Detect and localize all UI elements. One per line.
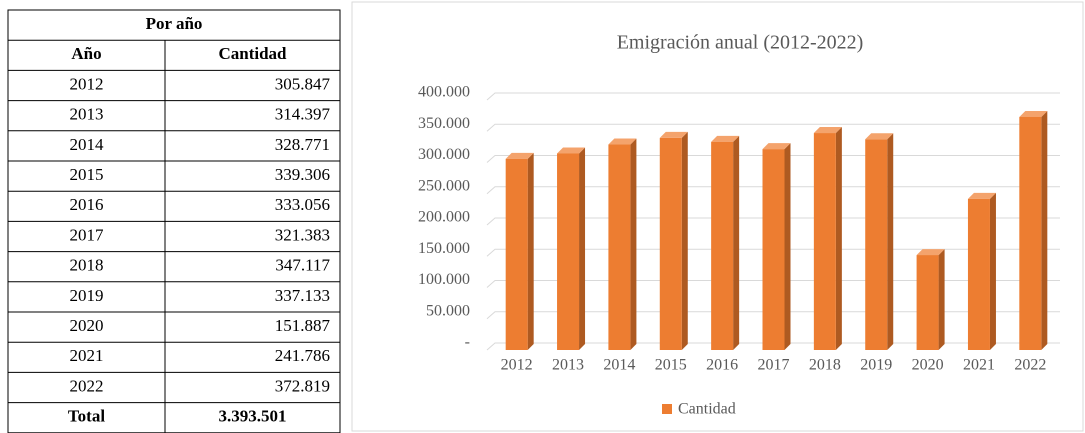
- y-tick-label: 200.000: [418, 209, 470, 226]
- bar-side: [681, 131, 688, 350]
- bar-side: [1041, 110, 1048, 350]
- x-tick-label: 2016: [706, 357, 738, 374]
- grid-line: [486, 123, 1060, 132]
- bar-top: [711, 135, 740, 142]
- bar: [813, 133, 836, 350]
- bar-side: [835, 127, 842, 350]
- cell: 2015: [70, 165, 104, 184]
- bar-top: [967, 192, 996, 199]
- cell: 2017: [70, 225, 105, 244]
- cell: 2016: [70, 195, 104, 214]
- cell: 151.887: [275, 316, 331, 335]
- cell: 241.786: [275, 346, 330, 365]
- bar: [659, 137, 682, 350]
- x-tick-label: 2021: [963, 357, 995, 374]
- cell: 314.397: [275, 105, 331, 124]
- cell: 337.133: [275, 286, 330, 305]
- y-tick-label: 250.000: [418, 177, 470, 194]
- bar-side: [579, 147, 586, 350]
- cell: 321.383: [275, 225, 330, 244]
- bar-top: [762, 143, 791, 150]
- x-tick-label: 2020: [912, 357, 944, 374]
- x-tick-label: 2014: [603, 357, 635, 374]
- bar: [1019, 116, 1042, 350]
- cell: Cantidad: [218, 44, 287, 63]
- y-tick-label: 400.000: [418, 84, 470, 101]
- cell: 347.117: [275, 256, 330, 275]
- x-tick-label: 2018: [809, 357, 841, 374]
- bar-side: [733, 135, 740, 350]
- grid-line: [486, 92, 1060, 101]
- y-tick-label: 150.000: [418, 240, 470, 257]
- bar: [916, 255, 939, 350]
- bar: [762, 149, 785, 350]
- cell: 2013: [70, 105, 104, 124]
- cell: 2022: [70, 376, 104, 395]
- cell: 333.056: [275, 195, 330, 214]
- bar-top: [505, 152, 534, 159]
- bar-side: [784, 143, 791, 350]
- x-tick-label: 2022: [1014, 357, 1046, 374]
- bar-top: [865, 133, 894, 140]
- bar-side: [630, 138, 637, 350]
- cell: Total: [68, 407, 105, 426]
- y-tick-label: -: [465, 334, 470, 351]
- legend-swatch: [662, 404, 672, 414]
- bar: [865, 139, 888, 350]
- x-tick-label: 2019: [860, 357, 892, 374]
- bar-top: [557, 147, 586, 154]
- cell: 339.306: [275, 165, 330, 184]
- bar: [608, 144, 631, 350]
- bar: [505, 158, 528, 350]
- cell: 328.771: [275, 135, 330, 154]
- x-tick-label: 2015: [655, 357, 687, 374]
- bar-side: [887, 133, 894, 350]
- x-tick-label: 2017: [758, 357, 790, 374]
- y-tick-label: 50.000: [426, 302, 470, 319]
- bar-top: [813, 127, 842, 134]
- legend-label: Cantidad: [678, 401, 736, 418]
- bar-top: [608, 138, 637, 145]
- bar: [967, 198, 990, 350]
- bar: [711, 141, 734, 350]
- cell: 305.847: [275, 74, 331, 93]
- cell: 372.819: [275, 376, 330, 395]
- cell: 2014: [70, 135, 105, 154]
- bar-top: [1019, 110, 1048, 117]
- cell: 2020: [70, 316, 104, 335]
- cell: 2018: [70, 256, 104, 275]
- cell: 2012: [70, 74, 104, 93]
- y-tick-label: 300.000: [418, 146, 470, 163]
- bar-side: [938, 249, 945, 350]
- x-tick-label: 2012: [501, 357, 533, 374]
- cell: 3.393.501: [219, 407, 287, 426]
- x-tick-label: 2013: [552, 357, 584, 374]
- cell: Año: [71, 44, 101, 63]
- table-title: Por año: [146, 14, 203, 33]
- cell: 2019: [70, 286, 104, 305]
- bar-top: [659, 131, 688, 138]
- y-tick-label: 100.000: [418, 271, 470, 288]
- cell: 2021: [70, 346, 104, 365]
- chart-title: Emigración anual (2012-2022): [617, 32, 864, 54]
- y-tick-label: 350.000: [418, 115, 470, 132]
- bar-side: [989, 192, 996, 350]
- bar-top: [916, 249, 945, 256]
- bar-side: [527, 152, 534, 350]
- bar: [557, 153, 580, 350]
